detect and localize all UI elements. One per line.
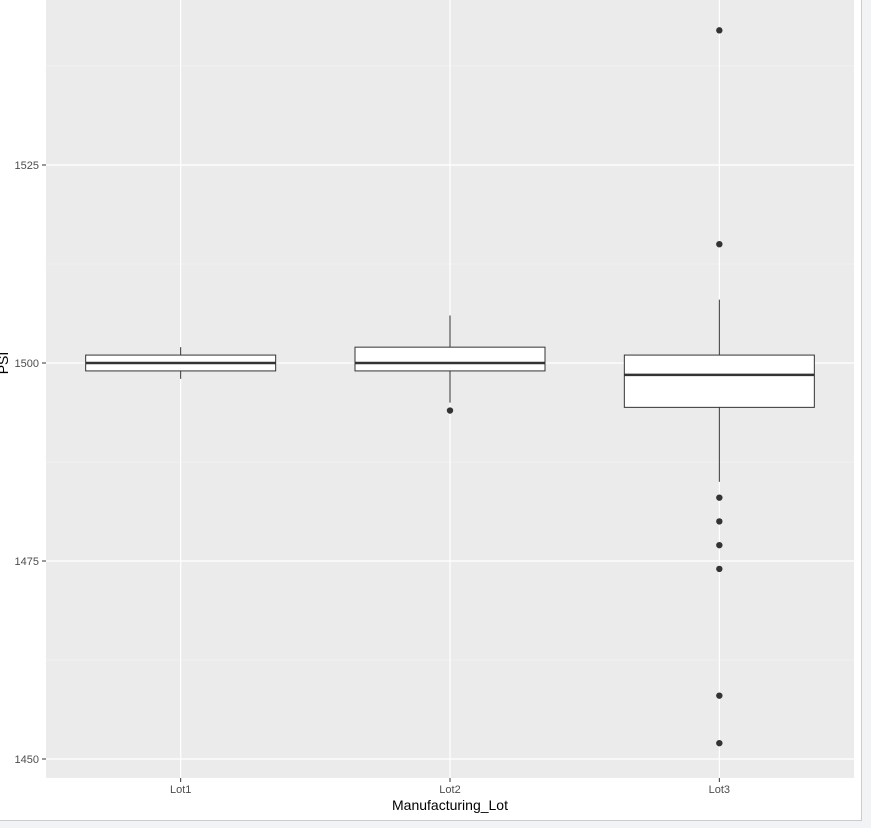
outlier-point (716, 739, 723, 747)
y-axis-title: PSI (0, 352, 11, 375)
x-tick-label: Lot2 (439, 784, 460, 796)
y-tick-label: 1500 (15, 358, 39, 370)
box-lot1 (85, 347, 277, 379)
outlier-point (716, 541, 723, 549)
boxplot-chart: 1450 1475 1500 1525 Lot1 Lot2 Lot3 Manufacturi… (0, 0, 854, 813)
outlier-point (716, 692, 723, 699)
outlier-point (716, 494, 723, 501)
y-tick-label: 1450 (15, 754, 39, 766)
outlier-point (716, 27, 723, 34)
x-axis-title: Manufacturing_Lot (392, 797, 508, 813)
outlier-point (716, 518, 723, 525)
axes: 1450 1475 1500 1525 Lot1 Lot2 Lot3 (15, 160, 731, 796)
box-lot2 (354, 315, 546, 414)
y-tick-label: 1475 (15, 556, 39, 568)
outlier-point (716, 565, 723, 573)
iqr-box (354, 346, 546, 372)
iqr-box (623, 354, 815, 408)
box-lot3 (623, 27, 815, 747)
x-tick-label: Lot1 (170, 784, 191, 796)
boxes (85, 27, 815, 747)
outlier-point (446, 407, 454, 414)
x-tick-label: Lot3 (709, 784, 730, 796)
outlier-point (716, 241, 723, 248)
y-tick-label: 1525 (15, 160, 39, 172)
